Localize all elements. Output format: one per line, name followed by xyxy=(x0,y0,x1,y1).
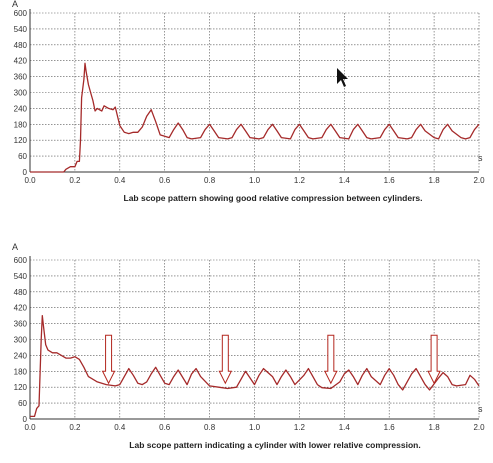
mouse-pointer-icon xyxy=(337,68,348,87)
low-compression-arrow xyxy=(218,334,233,385)
y-tick-label: 480 xyxy=(14,41,28,50)
x-tick-label: 1.4 xyxy=(339,423,351,432)
x-tick-label: 0.0 xyxy=(24,176,36,185)
y-unit-label: A xyxy=(12,0,18,9)
x-tick-label: 0.2 xyxy=(69,423,81,432)
x-unit-label: s xyxy=(478,404,483,414)
x-tick-label: 1.4 xyxy=(339,176,351,185)
x-tick-label: 2.0 xyxy=(473,176,485,185)
tick-labels: 0 60 120 180 240 300 360 420 480 540 600 0.0 0.2 0.4 0… xyxy=(14,256,485,432)
chart-caption: Lab scope pattern showing good relative … xyxy=(124,193,423,203)
y-unit-label: A xyxy=(12,242,18,252)
x-tick-label: 1.0 xyxy=(249,423,261,432)
low-compression-arrow xyxy=(101,334,116,385)
x-tick-label: 0.4 xyxy=(114,423,126,432)
y-tick-label: 300 xyxy=(14,336,28,345)
y-tick-label: 300 xyxy=(14,89,28,98)
grid xyxy=(30,259,480,419)
y-tick-label: 420 xyxy=(14,57,28,66)
x-tick-label: 2.0 xyxy=(473,423,485,432)
y-tick-label: 360 xyxy=(14,320,28,329)
y-tick-label: 120 xyxy=(14,136,28,145)
y-tick-label: 60 xyxy=(18,152,27,161)
x-tick-label: 1.2 xyxy=(294,176,306,185)
x-tick-label: 1.6 xyxy=(384,176,396,185)
y-tick-label: 540 xyxy=(14,272,28,281)
y-tick-label: 0 xyxy=(23,415,28,424)
x-tick-label: 0.8 xyxy=(204,176,216,185)
y-tick-label: 60 xyxy=(18,399,27,408)
x-tick-label: 1.2 xyxy=(294,423,306,432)
y-tick-label: 540 xyxy=(14,25,28,34)
x-tick-label: 1.8 xyxy=(429,176,441,185)
y-tick-label: 0 xyxy=(23,168,28,177)
y-tick-label: 600 xyxy=(14,9,28,18)
chart-caption: Lab scope pattern indicating a cylinder … xyxy=(129,440,420,450)
y-tick-label: 240 xyxy=(14,104,28,113)
y-tick-label: 120 xyxy=(14,383,28,392)
tick-labels: 0 60 120 180 240 300 360 420 480 540 600 0.0 0.2 0.4 0… xyxy=(14,9,485,185)
scope-chart-top: A s Lab scope pattern showing good relat… xyxy=(12,0,485,203)
y-tick-label: 420 xyxy=(14,304,28,313)
x-tick-label: 0.8 xyxy=(204,423,216,432)
y-tick-label: 180 xyxy=(14,120,28,129)
x-tick-label: 1.0 xyxy=(249,176,261,185)
y-tick-label: 480 xyxy=(14,288,28,297)
low-compression-arrow xyxy=(427,334,441,385)
x-tick-label: 0.2 xyxy=(69,176,81,185)
x-tick-label: 0.4 xyxy=(114,176,126,185)
low-compression-arrow xyxy=(324,334,338,385)
x-tick-label: 1.6 xyxy=(384,423,396,432)
y-tick-label: 180 xyxy=(14,367,28,376)
x-tick-label: 0.6 xyxy=(159,423,171,432)
y-tick-label: 240 xyxy=(14,351,28,360)
series-line-0 xyxy=(30,62,480,173)
x-tick-label: 0.0 xyxy=(24,423,36,432)
x-tick-label: 1.8 xyxy=(429,423,441,432)
y-tick-label: 360 xyxy=(14,73,28,82)
x-unit-label: s xyxy=(478,153,483,163)
axes xyxy=(29,9,479,173)
y-tick-label: 600 xyxy=(14,256,28,265)
axes xyxy=(29,256,479,420)
series-line-0 xyxy=(30,314,480,418)
x-tick-label: 0.6 xyxy=(159,176,171,185)
grid xyxy=(30,12,480,172)
scope-chart-bottom: A s Lab scope pattern indicating a cylin… xyxy=(12,242,485,450)
